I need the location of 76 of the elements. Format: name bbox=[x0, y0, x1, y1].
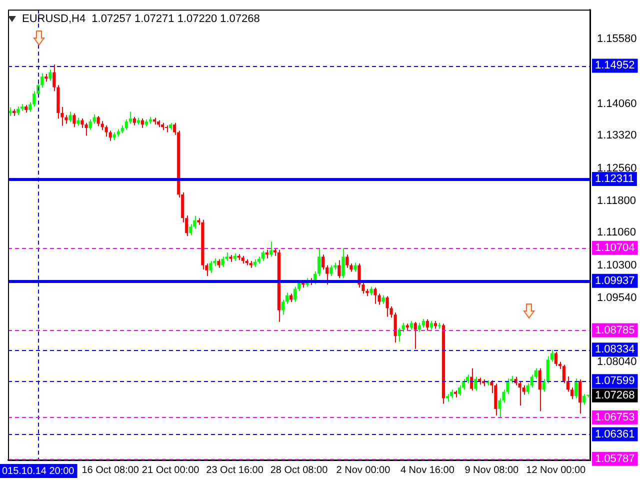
candlestick bbox=[474, 376, 478, 392]
candlestick bbox=[538, 368, 542, 412]
candlestick bbox=[84, 122, 88, 136]
candlestick bbox=[414, 321, 417, 350]
ref-line-label: 1.09937 bbox=[595, 274, 635, 287]
candlestick bbox=[128, 111, 132, 124]
ref-line-label: 1.14952 bbox=[595, 60, 635, 72]
candlestick bbox=[354, 262, 357, 272]
candlestick bbox=[88, 118, 92, 130]
x-tick-label: 4 Nov 16:00 bbox=[400, 464, 455, 476]
candlestick bbox=[281, 299, 284, 316]
candlestick bbox=[140, 118, 144, 128]
candlestick bbox=[293, 286, 297, 302]
candlestick bbox=[104, 124, 108, 138]
text: 1.07268 bbox=[595, 389, 635, 402]
y-tick-label: 1.08040 bbox=[597, 356, 637, 368]
candlestick bbox=[346, 254, 349, 268]
y-tick-label: 1.11800 bbox=[597, 194, 636, 207]
ref-line-label: 1.08334 bbox=[595, 344, 635, 356]
candlestick bbox=[209, 260, 212, 274]
x-tick-label: 9 Nov 08:00 bbox=[464, 464, 520, 476]
ref-line-label: 1.07599 bbox=[595, 375, 635, 388]
x-tick-label: 21 Oct 00:00 bbox=[142, 464, 200, 476]
ref-line-label: 1.06753 bbox=[595, 411, 635, 424]
y-tick-label: 1.11060 bbox=[597, 226, 636, 239]
candlestick bbox=[578, 378, 582, 414]
candlestick bbox=[322, 254, 325, 270]
candlestick bbox=[261, 250, 264, 262]
y-tick-label: 1.09540 bbox=[597, 292, 637, 304]
candlestick bbox=[342, 248, 345, 279]
candlestick bbox=[338, 260, 341, 279]
candlestick bbox=[92, 114, 96, 124]
candlestick bbox=[100, 120, 104, 131]
y-tick-label: 1.15580 bbox=[597, 32, 637, 45]
candlestick bbox=[574, 378, 578, 399]
candlestick bbox=[96, 115, 100, 127]
x-tick-label: 015.10.14 20:00 bbox=[2, 466, 75, 477]
y-tick-label: 1.12560 bbox=[597, 162, 637, 174]
candlestick bbox=[458, 384, 462, 396]
candlestick bbox=[394, 312, 397, 343]
candlestick bbox=[582, 393, 586, 406]
candlestick bbox=[108, 130, 112, 142]
candlestick bbox=[398, 327, 401, 342]
candlestick bbox=[221, 256, 224, 268]
candlestick bbox=[68, 111, 72, 122]
x-tick-label: 23 Oct 16:00 bbox=[206, 464, 264, 476]
ref-line-label: 1.12311 bbox=[595, 173, 634, 186]
y-tick-label: 1.13320 bbox=[597, 130, 637, 142]
ref-line-label: 1.10704 bbox=[595, 242, 635, 254]
candlestick bbox=[426, 318, 429, 331]
candlestick bbox=[72, 112, 76, 128]
chart-title: EURUSD,H4 1.07257 1.07271 1.07220 1.07268 bbox=[22, 12, 260, 25]
candlestick bbox=[330, 264, 333, 276]
candlestick bbox=[494, 383, 498, 416]
candlestick bbox=[269, 241, 272, 258]
x-tick-label: 16 Oct 08:00 bbox=[82, 464, 140, 476]
candlestick bbox=[124, 118, 128, 130]
ref-line-label: 1.06361 bbox=[595, 428, 635, 440]
candlestick bbox=[40, 72, 44, 88]
candlestick bbox=[386, 296, 389, 318]
candlestick bbox=[189, 224, 192, 236]
ref-line-label: 1.05787 bbox=[595, 452, 635, 465]
x-tick-label: 2 Nov 00:00 bbox=[336, 464, 391, 476]
candlestick bbox=[402, 322, 405, 333]
y-tick-label: 1.14060 bbox=[597, 98, 637, 110]
candlestick bbox=[518, 381, 522, 406]
candlestick bbox=[418, 322, 421, 332]
candlestick bbox=[374, 287, 377, 304]
x-tick-label: 28 Oct 08:00 bbox=[270, 464, 328, 476]
candlestick bbox=[554, 351, 558, 367]
candlestick bbox=[80, 118, 84, 128]
candlestick bbox=[48, 69, 52, 82]
y-tick-label: 1.10300 bbox=[597, 259, 637, 272]
x-tick-label: 12 Nov 00:00 bbox=[526, 464, 586, 476]
candlestick bbox=[390, 306, 393, 318]
ref-line-label: 1.08785 bbox=[595, 324, 635, 336]
